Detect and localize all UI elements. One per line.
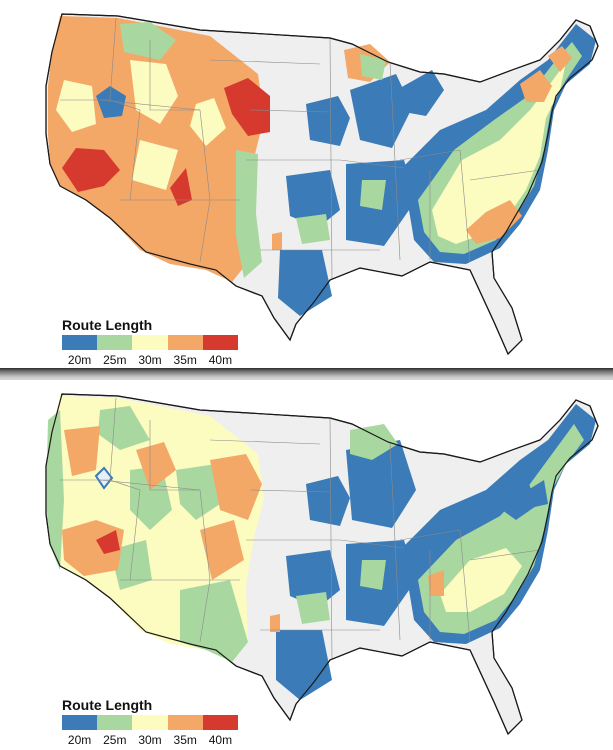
legend-swatch-20m — [62, 715, 98, 730]
legend-label: 30m — [138, 733, 162, 747]
region-red-1 — [62, 148, 120, 192]
legend-top: Route Length 20m 25m 30m 35m 40m — [62, 316, 242, 367]
legend-swatch-35m — [167, 335, 203, 350]
region-green-band-west — [236, 150, 262, 278]
state-borders — [60, 17, 541, 281]
legend-label: 35m — [173, 353, 197, 367]
legend-color-bar — [62, 715, 239, 730]
state-borders — [60, 397, 541, 661]
legend-label: 40m — [208, 353, 233, 367]
us-choropleth-map-bottom — [45, 393, 599, 736]
legend-swatch-30m — [132, 335, 168, 350]
region-central-blue-1 — [306, 476, 350, 526]
legend-swatch-40m — [202, 715, 239, 730]
us-choropleth-map-top — [45, 13, 599, 356]
region-west-green-coast — [46, 410, 64, 570]
legend-label: 25m — [103, 353, 127, 367]
legend-swatch-35m — [167, 715, 203, 730]
legend-label: 20m — [67, 353, 92, 367]
legend-swatch-30m — [132, 715, 168, 730]
legend-swatch-20m — [62, 335, 98, 350]
region-west-yellow — [130, 60, 178, 124]
region-east-yellow — [440, 548, 522, 612]
legend-label: 35m — [173, 733, 197, 747]
legend-labels: 20m 25m 30m 35m 40m — [62, 733, 238, 747]
legend-title: Route Length — [62, 697, 153, 713]
legend-label: 40m — [208, 733, 233, 747]
legend-labels: 20m 25m 30m 35m 40m — [62, 353, 238, 367]
map-panel-bottom: Route Length 20m 25m 30m 35m 40m — [0, 380, 613, 750]
legend-label: 20m — [67, 733, 92, 747]
map-panel-top: Route Length 20m 25m 30m 35m 40m — [0, 0, 613, 370]
region-east-orange — [466, 200, 522, 244]
legend-label: 25m — [103, 733, 127, 747]
region-east-yellow — [432, 62, 566, 244]
region-red-2 — [170, 168, 192, 206]
legend-title: Route Length — [62, 317, 153, 333]
region-west-orange — [64, 426, 100, 476]
legend-color-bar — [62, 335, 239, 350]
legend-swatch-25m — [97, 335, 133, 350]
region-central-blue-1 — [306, 96, 350, 146]
legend-swatch-40m — [202, 335, 239, 350]
legend-bottom: Route Length 20m 25m 30m 35m 40m — [62, 696, 242, 747]
legend-label: 30m — [138, 353, 162, 367]
region-blue-spot — [96, 86, 126, 118]
region-red-3 — [224, 78, 270, 136]
legend-swatch-25m — [97, 715, 133, 730]
